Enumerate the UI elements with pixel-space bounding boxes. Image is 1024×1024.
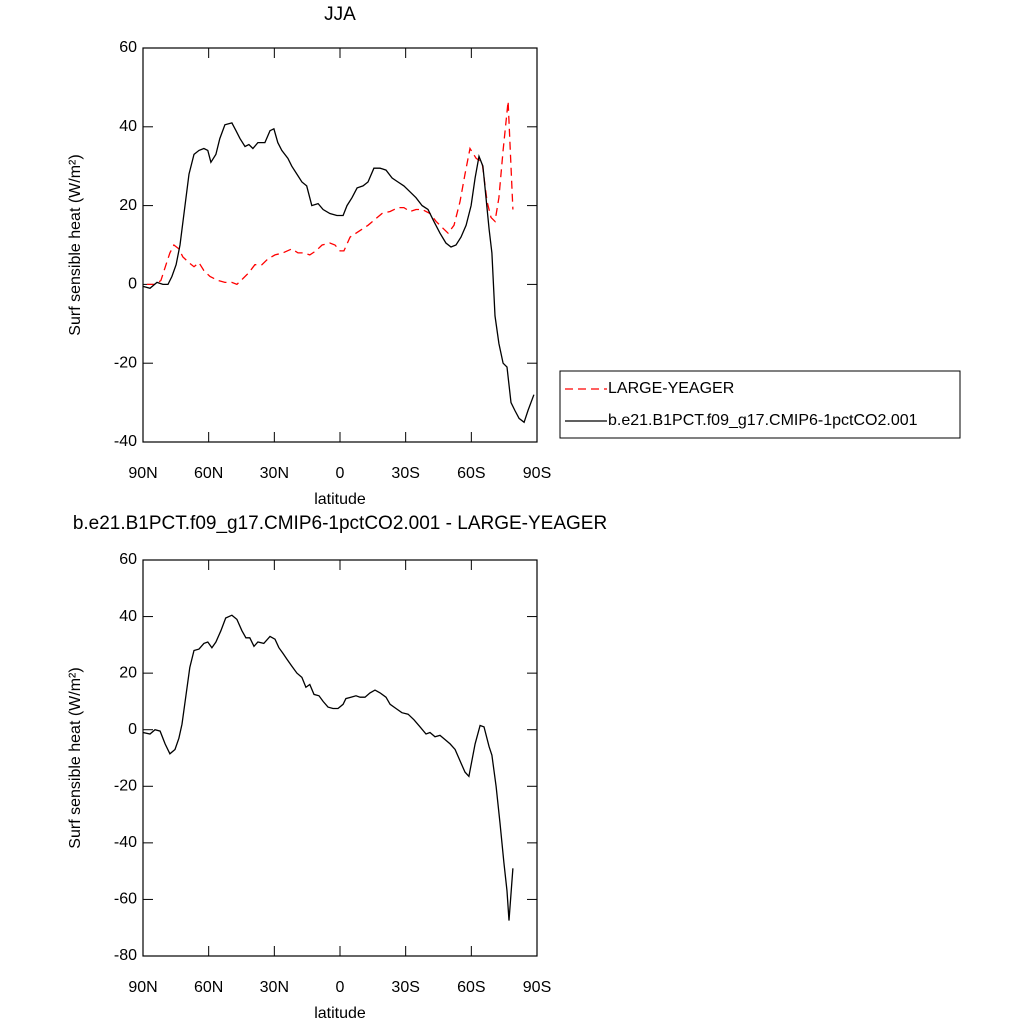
legend-label: b.e21.B1PCT.f09_g17.CMIP6-1pctCO2.001	[608, 412, 918, 429]
y-tick-label: -60	[114, 891, 137, 908]
legend-box	[559, 370, 961, 439]
legend: LARGE-YEAGER b.e21.B1PCT.f09_g17.CMIP6-1p…	[559, 370, 961, 439]
y-tick-label: 20	[119, 664, 137, 681]
y-tick-label: -40	[114, 433, 137, 450]
y-axis-label: Surf sensible heat (W/m²)	[67, 667, 84, 848]
x-tick-label: 90S	[523, 465, 551, 482]
plot-frame	[142, 47, 538, 443]
x-tick-label: 0	[336, 465, 345, 482]
y-tick-label: -80	[114, 947, 137, 964]
x-tick-label: 30N	[260, 979, 289, 996]
x-tick-label: 30N	[260, 465, 289, 482]
data-line	[142, 614, 514, 921]
y-tick-label: -20	[114, 778, 137, 795]
x-tick-label: 60S	[457, 979, 485, 996]
x-tick-label: 90S	[523, 979, 551, 996]
chart-panel: JJA latitude Surf sensible heat (W/m²) -40 -…	[67, 4, 961, 508]
legend-label: LARGE-YEAGER	[608, 380, 734, 397]
y-tick-label: -40	[114, 834, 137, 851]
chart-panel: b.e21.B1PCT.f09_g17.CMIP6-1pctCO2.001 - …	[67, 513, 607, 1022]
x-tick-label: 30S	[391, 465, 419, 482]
y-tick-label: -20	[114, 354, 137, 371]
y-tick-label: 0	[128, 721, 137, 738]
x-axis-label: latitude	[314, 1005, 366, 1022]
y-tick-label: 40	[119, 118, 137, 135]
x-tick-label: 60N	[194, 465, 223, 482]
y-axis-label: Surf sensible heat (W/m²)	[67, 154, 84, 335]
y-tick-label: 20	[119, 197, 137, 214]
chart-title: JJA	[324, 4, 356, 25]
y-tick-label: 60	[119, 39, 137, 56]
x-axis-label: latitude	[314, 491, 366, 508]
x-tick-label: 90N	[128, 465, 157, 482]
y-tick-label: 60	[119, 551, 137, 568]
x-tick-label: 30S	[391, 979, 419, 996]
data-line	[142, 122, 535, 424]
plot-frame	[142, 559, 538, 957]
data-line	[146, 101, 514, 286]
x-tick-label: 60S	[457, 465, 485, 482]
x-tick-label: 0	[336, 979, 345, 996]
y-tick-label: 0	[128, 276, 137, 293]
x-tick-label: 60N	[194, 979, 223, 996]
chart-title: b.e21.B1PCT.f09_g17.CMIP6-1pctCO2.001 - …	[73, 513, 607, 534]
x-tick-label: 90N	[128, 979, 157, 996]
y-tick-label: 40	[119, 608, 137, 625]
